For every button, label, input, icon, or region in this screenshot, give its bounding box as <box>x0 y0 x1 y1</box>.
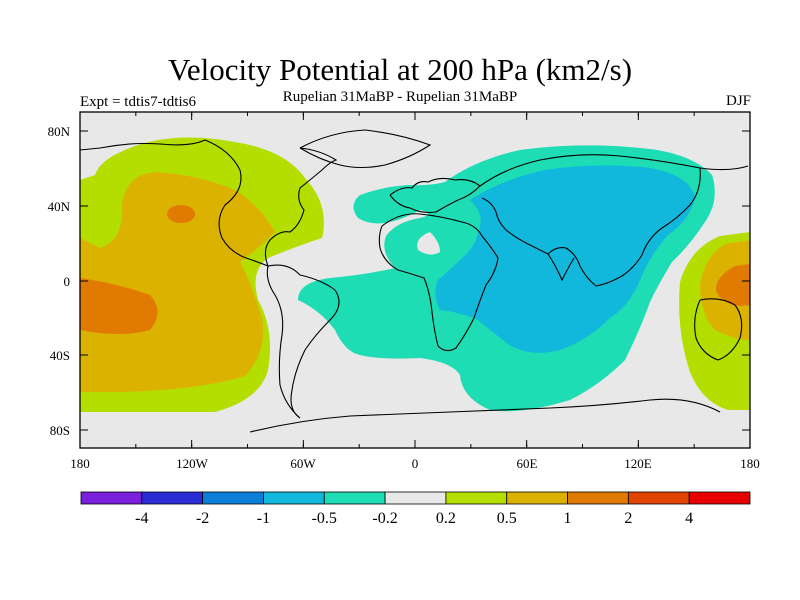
pacific-positive-mid <box>80 172 275 392</box>
colorbar-swatch <box>445 491 508 505</box>
experiment-label: Expt = tdtis7-tdtis6 <box>80 94 196 110</box>
season-label: DJF <box>725 93 751 109</box>
colorbar-swatch <box>141 491 204 505</box>
lon-label: 120W <box>176 456 209 471</box>
lat-label: 80S <box>50 423 70 438</box>
lon-label: 120E <box>624 456 652 471</box>
contour-field <box>80 112 750 448</box>
north-america-coast <box>80 139 338 267</box>
colorbar-label: 4 <box>685 510 693 527</box>
lon-label: 0 <box>412 456 419 471</box>
colorbar-label: -2 <box>196 510 209 527</box>
lon-label: 60E <box>517 456 538 471</box>
east-pacific-positive-core <box>716 264 750 306</box>
coastlines <box>80 129 749 433</box>
colorbar-swatch <box>627 491 690 505</box>
map-title: Velocity Potential at 200 hPa (km2/s) <box>167 52 633 87</box>
lon-label: 180 <box>70 456 90 471</box>
lat-label: 40N <box>48 199 71 214</box>
colorbar-labels: -4 -2 -1 -0.5 -0.2 0.2 0.5 1 2 4 <box>135 510 693 527</box>
colorbar <box>80 491 751 505</box>
north-pacific-positive-core <box>167 205 195 223</box>
lon-label: 60W <box>290 456 316 471</box>
lon-axis: 180 120W 60W 0 60E 120E 180 <box>70 456 760 471</box>
antarctica-coast <box>249 398 721 433</box>
colorbar-label: 0.5 <box>497 510 517 527</box>
colorbar-label: -1 <box>257 510 270 527</box>
south-america-coast <box>266 264 340 419</box>
colorbar-label: 2 <box>624 510 632 527</box>
lat-label: 40S <box>50 348 70 363</box>
colorbar-swatch <box>80 491 143 505</box>
colorbar-swatch <box>506 491 568 505</box>
lat-label: 0 <box>64 274 71 289</box>
lon-label: 180 <box>740 456 760 471</box>
colorbar-swatch <box>384 491 447 505</box>
colorbar-label: -4 <box>135 510 148 527</box>
colorbar-swatch <box>567 491 629 505</box>
greenland-coast <box>299 129 432 169</box>
atlantic-neutral-gap <box>417 232 440 255</box>
australia-coast <box>694 298 743 361</box>
colorbar-label: 1 <box>564 510 572 527</box>
colorbar-swatch <box>323 491 386 505</box>
lat-axis: 80N 40N 0 40S 80S <box>48 124 71 438</box>
colorbar-label: -0.2 <box>372 510 397 527</box>
lat-label: 80N <box>48 124 71 139</box>
pacific-positive-core <box>80 278 158 334</box>
map-subtitle: Rupelian 31MaBP - Rupelian 31MaBP <box>282 89 518 105</box>
colorbar-swatch <box>202 491 264 505</box>
axis-ticks <box>79 112 751 448</box>
africa-asia-negative-core <box>435 165 695 353</box>
colorbar-label: 0.2 <box>436 510 456 527</box>
colorbar-label: -0.5 <box>312 510 337 527</box>
africa-coast <box>378 213 499 352</box>
colorbar-swatch <box>263 491 325 505</box>
asia-coast <box>479 154 749 287</box>
india-coast <box>547 253 575 282</box>
colorbar-swatch <box>688 491 751 505</box>
